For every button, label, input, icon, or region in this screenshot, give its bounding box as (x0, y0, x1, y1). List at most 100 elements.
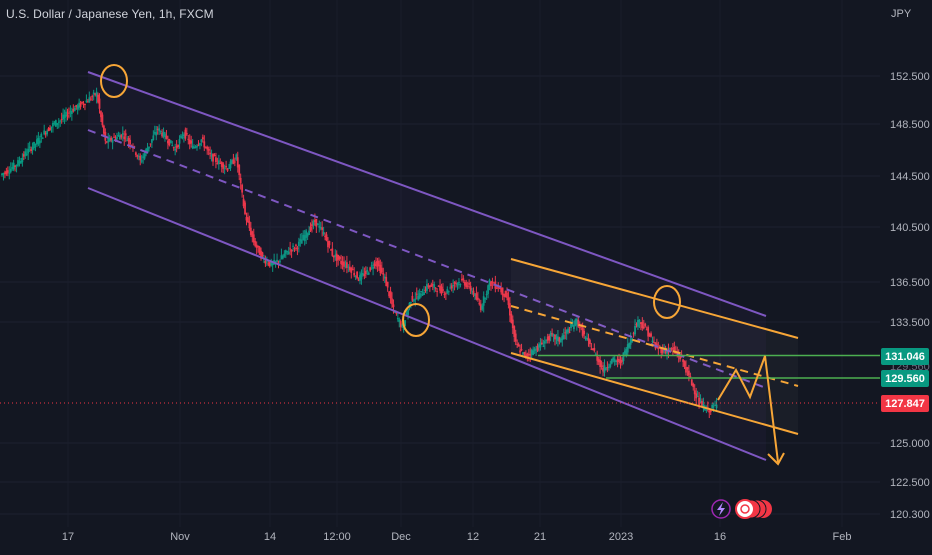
candle-body (315, 218, 318, 227)
candle-body (343, 261, 345, 267)
candle-body (247, 217, 249, 223)
candle-body (283, 253, 286, 257)
orange-channel-lower[interactable] (510, 352, 799, 435)
candle-body (522, 352, 524, 355)
candle-body (229, 161, 232, 169)
candle-body (213, 154, 216, 157)
candle-body (22, 154, 25, 157)
lightning-icon[interactable] (711, 499, 731, 519)
candle-body (625, 349, 628, 356)
candle-body (417, 295, 420, 300)
candle-body (145, 149, 147, 152)
candle-body (428, 285, 431, 288)
candle-body (324, 236, 326, 238)
candle-body (615, 360, 618, 362)
candle-body (370, 265, 373, 267)
candle-body (411, 295, 414, 301)
candle-body (146, 148, 149, 154)
candle-body (8, 172, 11, 174)
candle-body (251, 231, 254, 238)
candle-body (199, 143, 201, 146)
candle-body (75, 105, 78, 108)
candle-body (313, 220, 316, 222)
candle-body (366, 270, 369, 272)
coins-icon[interactable] (735, 499, 772, 519)
candle-body (557, 336, 559, 341)
purple-channel-upper[interactable] (87, 71, 767, 317)
candle-body (637, 319, 639, 327)
candle-body (455, 282, 457, 284)
candle-body (357, 279, 360, 281)
candle-body (535, 351, 537, 353)
candle-body (487, 285, 489, 294)
orange-channel-mid[interactable] (510, 305, 799, 387)
candle-body (437, 285, 440, 287)
drawings (0, 64, 880, 466)
candle-body (412, 299, 415, 302)
candle-body (270, 261, 273, 266)
candle-body (574, 319, 577, 326)
candle-body (577, 319, 580, 327)
candle-body (504, 290, 507, 298)
candle-body (24, 151, 27, 156)
candle-body (249, 227, 252, 235)
candle-body (551, 333, 553, 335)
candle-body (386, 281, 389, 288)
candle-body (260, 250, 262, 259)
candle-body (76, 105, 79, 110)
candle-body (587, 337, 590, 341)
candle-body (2, 173, 5, 175)
x-tick-label: Feb (833, 531, 852, 543)
candle-body (362, 272, 364, 275)
highlight-circle[interactable] (653, 285, 681, 319)
candle-body (120, 134, 123, 138)
candle-body (59, 120, 62, 122)
candle-body (490, 281, 492, 287)
candle-body (325, 234, 328, 241)
candle-body (622, 352, 625, 362)
projection-path[interactable] (717, 355, 779, 463)
event-icons[interactable] (711, 499, 772, 519)
candle-body (204, 146, 207, 148)
candle-body (287, 251, 290, 255)
candle-body (327, 241, 329, 248)
candle-body (150, 139, 153, 143)
candle-body (347, 266, 350, 268)
candle-body (223, 167, 226, 169)
candle-body (329, 249, 332, 251)
candle-body (618, 359, 620, 361)
candle-body (318, 225, 321, 228)
candle-body (469, 285, 472, 291)
candle-body (102, 125, 105, 134)
purple-channel-lower[interactable] (87, 187, 767, 461)
candle-body (679, 356, 682, 360)
candle-body (462, 278, 465, 281)
candle-body (108, 137, 111, 142)
candle-body (404, 320, 407, 327)
candle-body (226, 168, 229, 171)
candle-body (159, 130, 162, 132)
candle-body (548, 335, 551, 341)
candle-body (396, 318, 399, 320)
candle-body (129, 139, 131, 145)
candle-body (239, 177, 242, 183)
candle-body (66, 115, 69, 117)
time-axis[interactable]: 17 Nov 14 12:00 Dec 12 21 2023 16 Feb (62, 531, 852, 543)
candle-body (153, 132, 156, 134)
candle-body (187, 138, 190, 140)
candle-body (91, 96, 94, 98)
candle-body (95, 91, 98, 97)
candle-body (212, 153, 214, 162)
candle-body (554, 334, 556, 340)
highlight-circle[interactable] (100, 64, 128, 98)
highlight-circle[interactable] (402, 303, 430, 337)
candle-body (158, 128, 161, 131)
candle-body (632, 333, 635, 335)
candle-body (645, 329, 648, 331)
candle-body (60, 118, 63, 120)
candle-body (653, 342, 655, 344)
candle-body (44, 132, 47, 135)
candle-body (591, 348, 594, 351)
candle-body (280, 255, 283, 260)
